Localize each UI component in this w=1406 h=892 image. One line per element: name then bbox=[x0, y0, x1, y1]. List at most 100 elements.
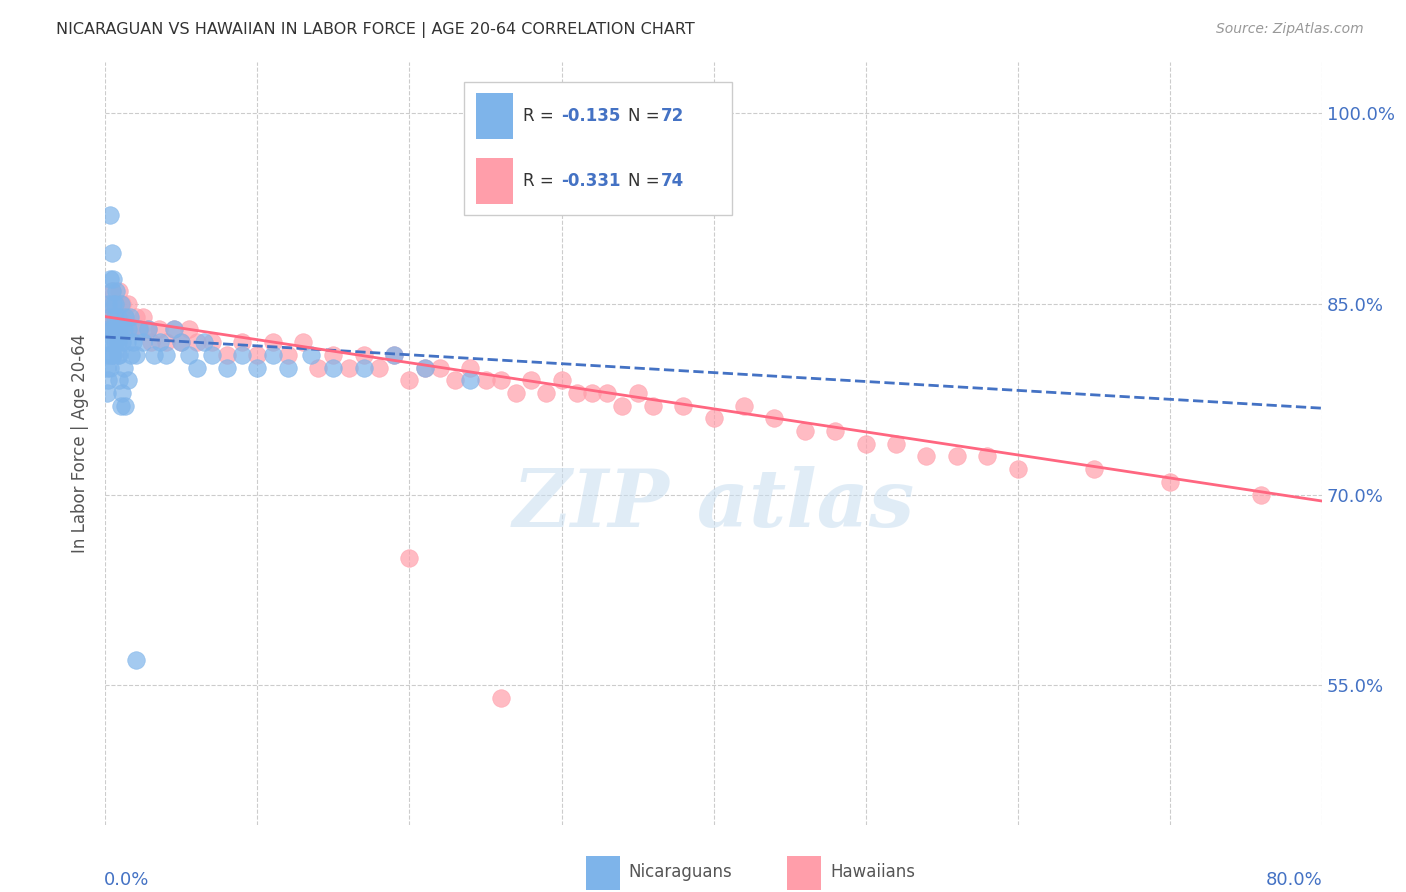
Point bbox=[177, 348, 200, 362]
Point bbox=[96, 322, 118, 336]
Point bbox=[98, 360, 121, 375]
Point bbox=[413, 360, 436, 375]
FancyBboxPatch shape bbox=[586, 855, 620, 890]
Point bbox=[672, 399, 695, 413]
Point bbox=[489, 690, 512, 705]
Point bbox=[97, 373, 120, 387]
Point bbox=[299, 348, 322, 362]
Point bbox=[136, 322, 159, 336]
Text: Source: ZipAtlas.com: Source: ZipAtlas.com bbox=[1216, 22, 1364, 37]
Point bbox=[125, 348, 148, 362]
Point bbox=[101, 322, 124, 336]
Point bbox=[398, 551, 420, 566]
Point bbox=[100, 322, 122, 336]
Point bbox=[128, 322, 150, 336]
Point bbox=[108, 322, 131, 336]
Point bbox=[763, 411, 786, 425]
Point bbox=[98, 322, 121, 336]
Text: R =: R = bbox=[523, 171, 558, 190]
Point bbox=[322, 348, 344, 362]
Point bbox=[110, 310, 132, 324]
Point bbox=[855, 437, 877, 451]
Point bbox=[108, 373, 131, 387]
Point bbox=[111, 386, 134, 401]
Point bbox=[246, 360, 269, 375]
Point bbox=[536, 386, 558, 401]
Point bbox=[114, 310, 136, 324]
Point bbox=[98, 297, 121, 311]
Point bbox=[702, 411, 725, 425]
Point bbox=[246, 348, 269, 362]
Point bbox=[733, 399, 755, 413]
Point bbox=[103, 310, 125, 324]
Point bbox=[98, 335, 121, 350]
Point bbox=[413, 360, 436, 375]
Point bbox=[262, 348, 284, 362]
Point bbox=[120, 348, 142, 362]
Point bbox=[105, 322, 128, 336]
Point bbox=[163, 322, 186, 336]
Point bbox=[120, 322, 142, 336]
Text: -0.135: -0.135 bbox=[561, 107, 621, 125]
Point bbox=[353, 348, 375, 362]
Point bbox=[139, 335, 162, 350]
Point bbox=[100, 246, 122, 260]
Point bbox=[626, 386, 648, 401]
Point bbox=[107, 310, 129, 324]
Point bbox=[97, 322, 120, 336]
Point bbox=[125, 653, 148, 667]
Point bbox=[117, 322, 139, 336]
Point bbox=[596, 386, 619, 401]
FancyBboxPatch shape bbox=[477, 93, 513, 139]
Point bbox=[217, 348, 239, 362]
Text: Nicaraguans: Nicaraguans bbox=[628, 863, 733, 881]
Point bbox=[612, 399, 634, 413]
Point bbox=[231, 335, 253, 350]
Point bbox=[129, 322, 152, 336]
FancyBboxPatch shape bbox=[477, 158, 513, 203]
Point bbox=[915, 450, 938, 464]
Point bbox=[262, 335, 284, 350]
Point bbox=[100, 285, 122, 299]
Point bbox=[382, 348, 405, 362]
Point bbox=[148, 322, 170, 336]
FancyBboxPatch shape bbox=[464, 81, 731, 215]
Point bbox=[231, 348, 253, 362]
Point bbox=[353, 360, 375, 375]
Point bbox=[108, 348, 131, 362]
Point bbox=[976, 450, 998, 464]
Point bbox=[824, 424, 846, 438]
Point bbox=[132, 335, 155, 350]
Point bbox=[100, 348, 122, 362]
Point bbox=[155, 348, 177, 362]
Y-axis label: In Labor Force | Age 20-64: In Labor Force | Age 20-64 bbox=[70, 334, 89, 553]
Text: 72: 72 bbox=[661, 107, 685, 125]
Point bbox=[186, 360, 208, 375]
Point bbox=[111, 297, 134, 311]
Point bbox=[103, 297, 125, 311]
Point bbox=[110, 399, 132, 413]
Point bbox=[458, 360, 481, 375]
Point bbox=[155, 335, 177, 350]
Point bbox=[97, 297, 120, 311]
Point bbox=[143, 348, 166, 362]
Point bbox=[117, 373, 139, 387]
Point bbox=[170, 335, 193, 350]
Point bbox=[793, 424, 815, 438]
Point bbox=[337, 360, 360, 375]
Point bbox=[170, 335, 193, 350]
Point bbox=[458, 373, 481, 387]
Point bbox=[101, 271, 124, 285]
Point bbox=[101, 348, 124, 362]
Point bbox=[217, 360, 239, 375]
Point bbox=[163, 322, 186, 336]
Point bbox=[111, 335, 134, 350]
Point bbox=[132, 310, 155, 324]
Point bbox=[641, 399, 664, 413]
Point bbox=[429, 360, 451, 375]
Point bbox=[98, 208, 121, 222]
Point bbox=[96, 386, 118, 401]
Point bbox=[177, 322, 200, 336]
Point bbox=[398, 373, 420, 387]
Point bbox=[1159, 475, 1181, 489]
